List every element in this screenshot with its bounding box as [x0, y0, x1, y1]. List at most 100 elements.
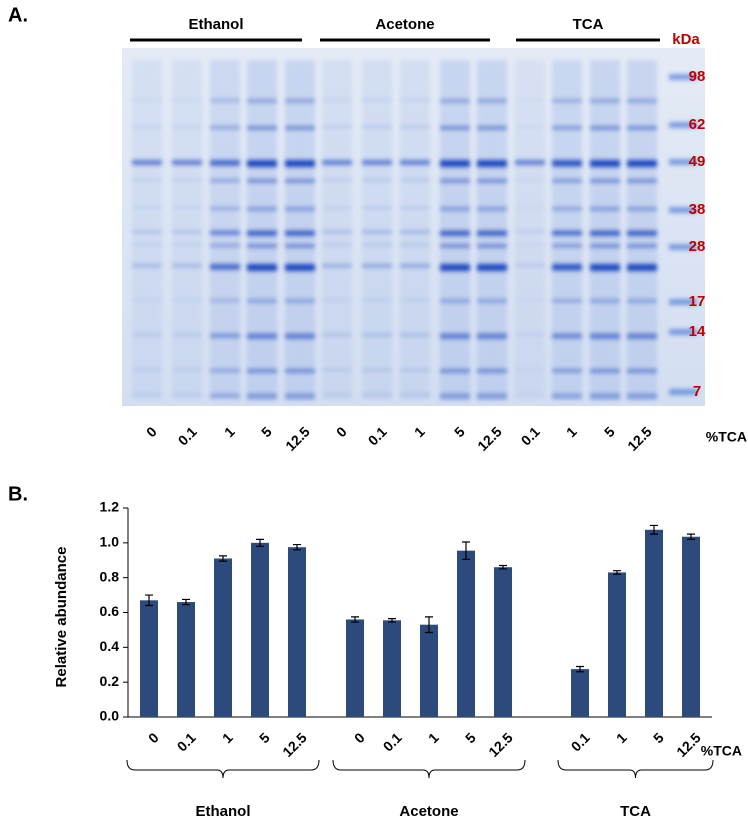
band — [172, 125, 202, 129]
band — [477, 230, 507, 237]
bar — [608, 572, 626, 717]
band — [477, 298, 507, 304]
group-label: TCA — [620, 803, 651, 820]
band — [590, 393, 620, 400]
x-tick-label: 5 — [650, 729, 667, 746]
error-bar — [256, 538, 264, 547]
band — [400, 125, 430, 129]
band — [440, 243, 470, 249]
error-bar — [425, 616, 433, 634]
error-bar — [351, 616, 359, 623]
band — [210, 230, 240, 236]
band — [362, 243, 392, 247]
lane-label: 0 — [143, 423, 160, 440]
band — [132, 393, 162, 397]
band — [322, 125, 352, 129]
group-label: Acetone — [375, 16, 434, 33]
band — [627, 98, 657, 104]
band — [477, 393, 507, 400]
band — [552, 230, 582, 236]
band — [210, 243, 240, 248]
marker-label: 38 — [689, 201, 706, 218]
band — [172, 333, 202, 337]
band — [590, 368, 620, 374]
gel-bands — [132, 60, 697, 400]
band — [440, 263, 470, 272]
band — [515, 333, 545, 336]
band — [477, 98, 507, 104]
bar — [383, 620, 401, 717]
band — [590, 159, 620, 168]
band — [132, 125, 162, 129]
band — [285, 206, 315, 212]
band — [552, 125, 582, 130]
band — [210, 263, 240, 271]
group-label: Ethanol — [189, 16, 244, 33]
bar — [177, 602, 195, 717]
band — [590, 178, 620, 184]
band — [400, 243, 430, 247]
band — [132, 243, 162, 247]
lane-label: 5 — [601, 423, 618, 440]
x-tick-label: 0.1 — [568, 729, 593, 754]
band — [440, 368, 470, 374]
band — [515, 298, 545, 301]
band — [210, 125, 240, 130]
band — [132, 206, 162, 210]
band — [247, 333, 277, 340]
band — [477, 125, 507, 131]
x-tick-label: 0 — [145, 729, 162, 746]
band — [515, 178, 545, 181]
band — [362, 263, 392, 269]
lane-label: 0.1 — [518, 423, 543, 448]
band — [515, 263, 545, 268]
y-tick-label: 0.0 — [100, 708, 120, 724]
marker-band — [669, 207, 697, 213]
band — [285, 263, 315, 272]
band — [362, 178, 392, 182]
band — [247, 206, 277, 212]
band — [285, 298, 315, 304]
band — [172, 230, 202, 234]
x-axis-title: %TCA — [706, 429, 747, 445]
group-brace — [332, 759, 526, 779]
x-tick-label: 0.1 — [174, 729, 199, 754]
band — [362, 230, 392, 234]
band — [210, 393, 240, 399]
band — [362, 98, 392, 102]
band — [132, 368, 162, 372]
lane-label: 5 — [258, 423, 275, 440]
band — [400, 178, 430, 182]
band — [362, 206, 392, 210]
band — [210, 333, 240, 339]
y-tick-label: 1.2 — [100, 499, 120, 515]
band — [590, 98, 620, 104]
band — [400, 263, 430, 269]
lane-label: 1 — [411, 423, 428, 440]
band — [477, 368, 507, 374]
band — [552, 178, 582, 183]
band — [627, 263, 657, 272]
band — [247, 125, 277, 131]
x-tick-label: 12.5 — [673, 729, 704, 760]
error-bar — [687, 533, 695, 540]
bar — [214, 558, 232, 717]
marker-band — [669, 244, 697, 250]
y-tick-label: 0.4 — [100, 638, 120, 654]
band — [552, 159, 582, 167]
marker-label: 17 — [689, 293, 706, 310]
band — [477, 333, 507, 340]
group-label: TCA — [573, 16, 604, 33]
band — [400, 393, 430, 397]
band — [552, 206, 582, 211]
band — [285, 159, 315, 168]
band — [247, 159, 277, 168]
band — [362, 368, 392, 372]
panel-label: B. — [8, 483, 28, 505]
marker-band — [669, 389, 697, 395]
band — [552, 98, 582, 103]
band — [285, 125, 315, 131]
band — [440, 178, 470, 184]
x-tick-label: 5 — [256, 729, 273, 746]
band — [172, 243, 202, 247]
